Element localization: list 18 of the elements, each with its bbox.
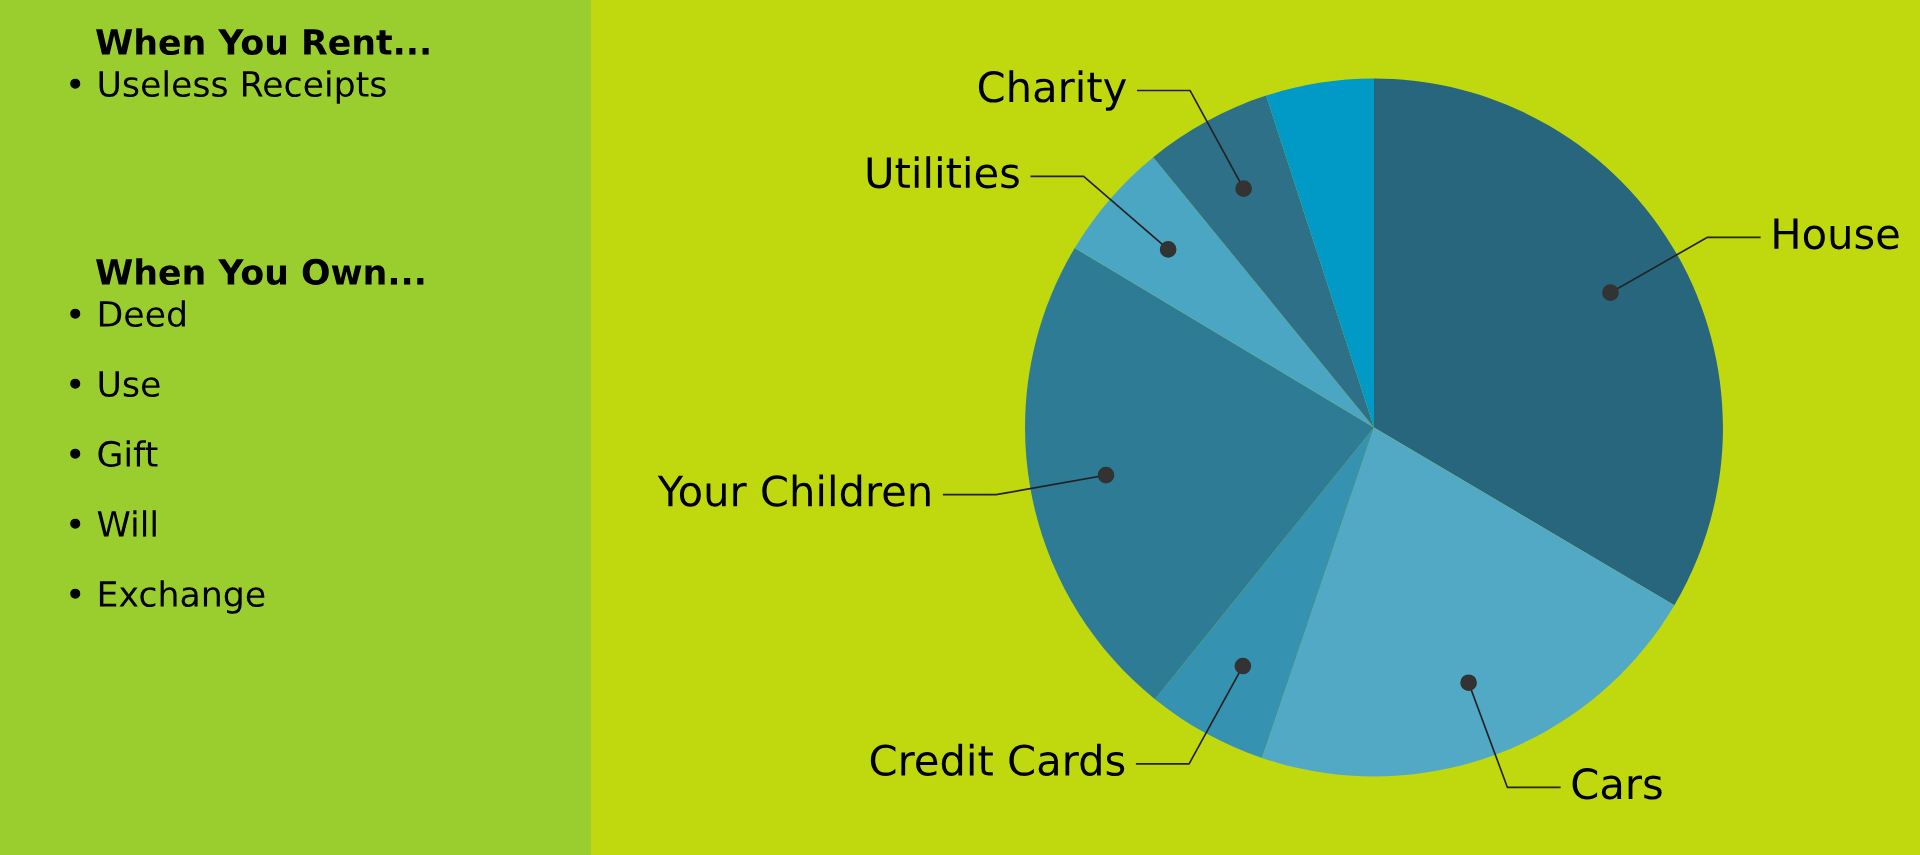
- pie-slice: [1154, 427, 1374, 759]
- slice-label: Credit Cards: [870, 743, 1125, 776]
- text: • Will: [70, 510, 156, 537]
- text: • Deed: [70, 300, 185, 328]
- slice-label: Cars: [1572, 768, 1662, 800]
- pie-slice: [1266, 78, 1374, 428]
- slice-label: Charity: [978, 70, 1127, 111]
- text: • Gift: [70, 440, 158, 468]
- slice-label: Utilities: [867, 156, 1019, 189]
- text: • Exchange: [70, 580, 265, 614]
- pie-slice: [1074, 157, 1374, 428]
- text: • Useless Receipts: [70, 70, 386, 104]
- text: • Use: [70, 371, 160, 398]
- text: When You Rent...: [96, 28, 429, 56]
- slice-label: Your Children: [657, 474, 930, 507]
- slice-label: House: [1774, 218, 1899, 250]
- pie-slice: [1025, 247, 1374, 700]
- text: When You Own...: [96, 258, 424, 286]
